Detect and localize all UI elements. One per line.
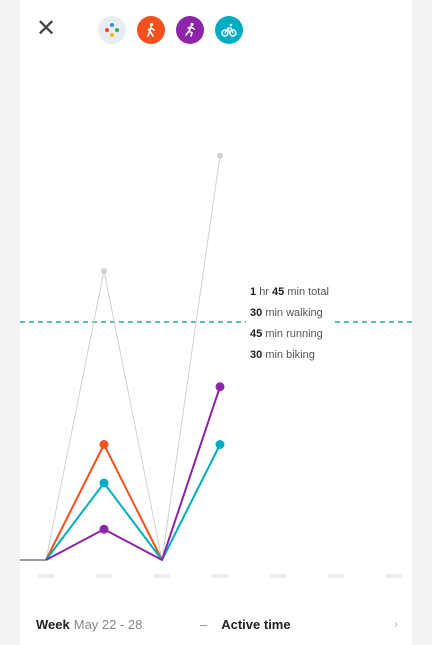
metric-selector[interactable]: – Active time: [200, 617, 291, 632]
series-line-0: [45, 443, 163, 561]
period-label: Week: [36, 617, 70, 632]
data-point-1-3: [215, 440, 225, 449]
filter-running[interactable]: [176, 16, 204, 44]
x-tick-0: [38, 574, 54, 578]
x-tick-6: [386, 574, 402, 578]
x-tick-1: [96, 574, 112, 578]
data-point-0-1: [99, 440, 109, 449]
data-point-1-1: [99, 478, 109, 488]
series-line-3: [45, 155, 221, 561]
metric-label: Active time: [221, 617, 291, 632]
running-icon: [185, 22, 195, 37]
separator-dash: –: [200, 617, 208, 632]
dots-icon: [105, 23, 119, 37]
data-point-3-3: [217, 152, 223, 159]
biking-icon: [221, 23, 237, 37]
tooltip-running: 45 min running: [250, 328, 323, 340]
filter-all-activities[interactable]: [98, 16, 126, 44]
x-tick-5: [328, 574, 344, 578]
walking-icon: [147, 22, 155, 37]
data-point-2-1: [99, 524, 109, 534]
tooltip-total: 1 hr 45 min total: [250, 286, 329, 298]
filter-biking[interactable]: [215, 16, 243, 44]
chevron-right-icon[interactable]: ›: [394, 617, 398, 631]
tooltip-biking: 30 min biking: [250, 349, 315, 361]
bottom-bar: Week May 22 - 28 – Active time ›: [20, 605, 412, 645]
series-line-2: [45, 386, 221, 561]
period-range: May 22 - 28: [73, 617, 143, 632]
top-bar: ✕: [20, 0, 412, 60]
data-point-3-1: [101, 268, 107, 275]
close-icon[interactable]: ✕: [35, 15, 57, 42]
x-tick-4: [270, 574, 286, 578]
series-line-1: [45, 444, 221, 561]
data-point-2-3: [215, 382, 225, 392]
summary-tooltip: 1 hr 45 min total 30 min walking 45 min …: [246, 282, 333, 366]
x-tick-3: [212, 574, 228, 578]
filter-walking[interactable]: [137, 16, 165, 44]
period-selector[interactable]: Week May 22 - 28: [36, 617, 142, 632]
x-tick-2: [154, 574, 170, 578]
activity-chart: 1 hr 45 min total 30 min walking 45 min …: [20, 60, 412, 605]
tooltip-walking: 30 min walking: [250, 307, 323, 319]
chart-svg: [20, 152, 412, 578]
activity-screen: ✕: [20, 0, 412, 645]
